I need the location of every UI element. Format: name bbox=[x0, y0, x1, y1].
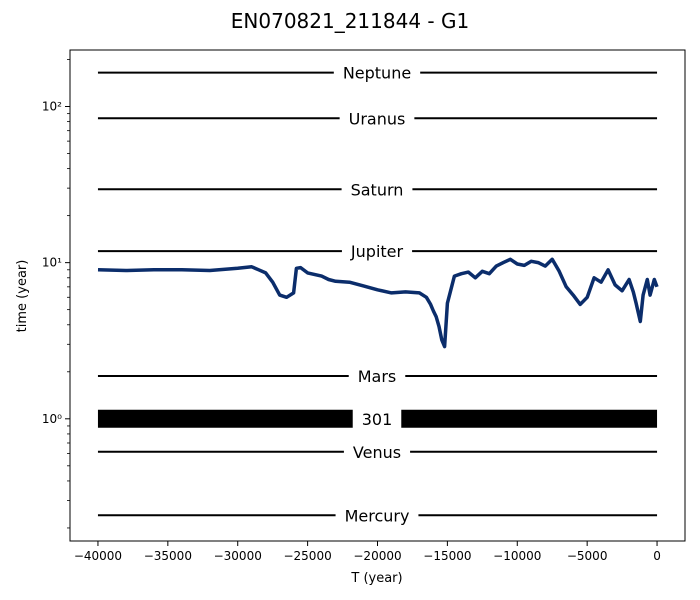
reference-line-label: Uranus bbox=[349, 109, 406, 128]
reference-line-mercury: Mercury bbox=[97, 503, 658, 528]
x-tick-label: 0 bbox=[653, 549, 661, 563]
x-tick-label: −20000 bbox=[353, 549, 401, 563]
reference-lines-layer: Neptune Uranus Saturn Jupiter Mars 301 Venus Me… bbox=[97, 60, 658, 528]
reference-line-label: Saturn bbox=[351, 180, 404, 199]
reference-line-label: 301 bbox=[362, 410, 393, 429]
series-line-0 bbox=[97, 257, 659, 349]
chart-title: EN070821_211844 - G1 bbox=[231, 9, 469, 33]
reference-line-label: Jupiter bbox=[350, 242, 404, 261]
reference-line-mars: Mars bbox=[97, 363, 658, 388]
x-tick-label: −30000 bbox=[214, 549, 262, 563]
x-tick-label: −35000 bbox=[144, 549, 192, 563]
y-axis-label: time (year) bbox=[15, 260, 30, 333]
reference-line-label-background bbox=[343, 439, 411, 464]
reference-line-saturn: Saturn bbox=[97, 177, 658, 202]
reference-line-label: Mercury bbox=[345, 506, 410, 525]
reference-line-301: 301 bbox=[97, 406, 658, 431]
reference-line-label: Mars bbox=[358, 367, 397, 386]
reference-line-venus: Venus bbox=[97, 439, 658, 464]
reference-line-label-background bbox=[341, 239, 413, 264]
series-layer bbox=[97, 257, 659, 349]
reference-line-uranus: Uranus bbox=[97, 106, 658, 131]
reference-line-label-background bbox=[333, 60, 421, 85]
x-tick-label: −10000 bbox=[493, 549, 541, 563]
reference-line-label: Venus bbox=[353, 443, 401, 462]
x-tick-label: −25000 bbox=[283, 549, 331, 563]
reference-line-label-background bbox=[341, 177, 413, 202]
x-axis-label: T (year) bbox=[350, 571, 402, 586]
y-tick-label: 10² bbox=[42, 99, 62, 113]
reference-line-jupiter: Jupiter bbox=[97, 239, 658, 264]
x-tick-label: −40000 bbox=[74, 549, 122, 563]
reference-line-label-background bbox=[339, 106, 415, 131]
y-tick-label: 10¹ bbox=[42, 256, 62, 270]
reference-line-label: Neptune bbox=[343, 64, 411, 83]
reference-line-neptune: Neptune bbox=[97, 60, 658, 85]
x-axis: −40000 −35000 −30000 −25000 −20000 −15000 −100… bbox=[74, 541, 661, 563]
y-axis: 10⁰ 10¹ 10² bbox=[42, 59, 70, 529]
y-tick-label: 10⁰ bbox=[42, 412, 62, 426]
x-tick-label: −15000 bbox=[423, 549, 471, 563]
reference-line-label-background bbox=[352, 406, 402, 431]
reference-line-label-background bbox=[348, 363, 406, 388]
x-tick-label: −5000 bbox=[567, 549, 608, 563]
reference-line-label-background bbox=[335, 503, 419, 528]
